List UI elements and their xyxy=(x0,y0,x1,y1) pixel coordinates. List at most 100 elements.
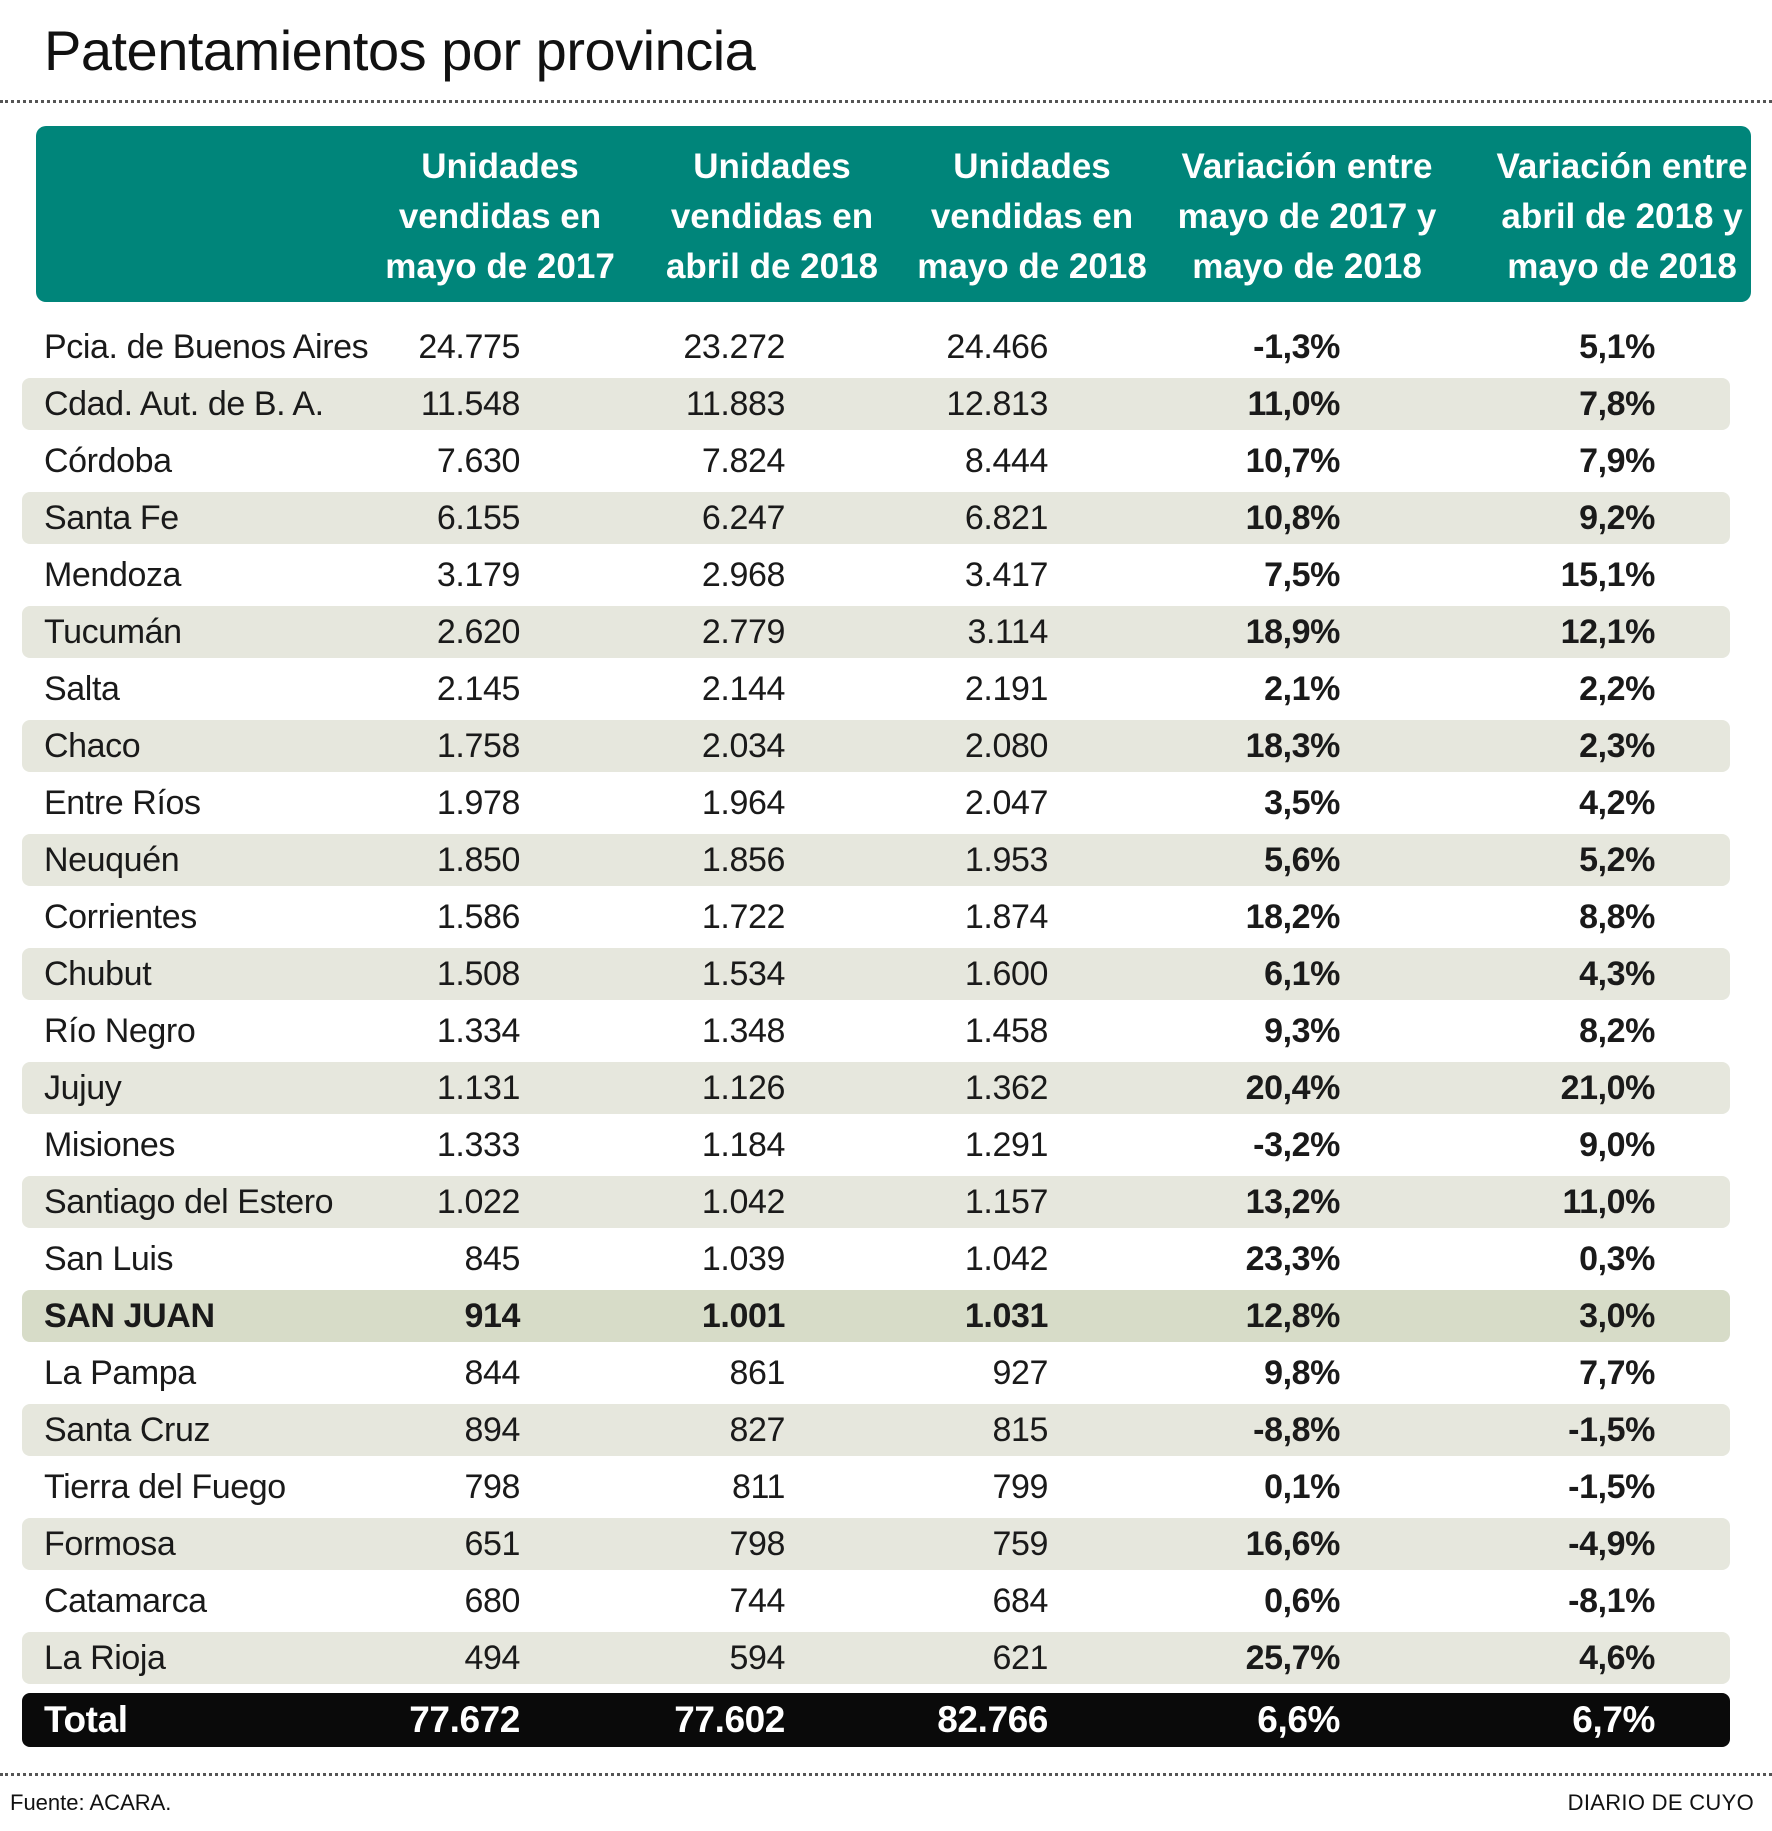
province-cell: Corrientes xyxy=(44,898,197,936)
value-cell-1: 1.334 xyxy=(436,1012,520,1050)
province-cell: Córdoba xyxy=(44,442,172,480)
value-cell-3: 799 xyxy=(992,1468,1048,1506)
value-cell-2: 1.039 xyxy=(701,1240,785,1278)
province-cell: Tierra del Fuego xyxy=(44,1468,286,1506)
value-cell-4: 6,6% xyxy=(1257,1699,1340,1740)
value-cell-5: 12,1% xyxy=(1560,613,1656,651)
value-cell-1: 894 xyxy=(464,1411,520,1449)
value-cell-2: 2.779 xyxy=(701,613,785,651)
value-cell-4: 10,8% xyxy=(1245,499,1341,537)
value-cell-4: 16,6% xyxy=(1245,1525,1341,1563)
value-cell-4: 12,8% xyxy=(1245,1297,1341,1335)
province-cell: La Rioja xyxy=(44,1639,166,1677)
value-cell-2: 594 xyxy=(729,1639,785,1677)
province-cell: Santa Fe xyxy=(44,499,179,537)
table-row: Santa Fe 6.155 6.247 6.821 10,8% 9,2% xyxy=(22,492,1730,544)
value-cell-2: 1.856 xyxy=(701,841,785,879)
province-cell: Tucumán xyxy=(44,613,182,651)
value-cell-3: 2.191 xyxy=(964,670,1048,708)
value-cell-4: 20,4% xyxy=(1245,1069,1341,1107)
value-cell-2: 1.126 xyxy=(701,1069,785,1107)
table-row: Pcia. de Buenos Aires 24.775 23.272 24.466 -… xyxy=(22,321,1730,373)
value-cell-5: -4,9% xyxy=(1568,1525,1655,1563)
value-cell-2: 77.602 xyxy=(674,1699,785,1740)
table-header: Unidades vendidas en mayo de 2017 Unidad… xyxy=(36,126,1751,302)
value-cell-1: 1.978 xyxy=(436,784,520,822)
value-cell-1: 1.131 xyxy=(436,1069,520,1107)
value-cell-1: 844 xyxy=(464,1354,520,1392)
table-row: Formosa 651 798 759 16,6% -4,9% xyxy=(22,1518,1730,1570)
province-cell: Formosa xyxy=(44,1525,176,1563)
value-cell-4: -3,2% xyxy=(1253,1126,1340,1164)
table-row: Jujuy 1.131 1.126 1.362 20,4% 21,0% xyxy=(22,1062,1730,1114)
table-row: Tierra del Fuego 798 811 799 0,1% -1,5% xyxy=(22,1461,1730,1513)
value-cell-3: 1.362 xyxy=(964,1069,1048,1107)
value-cell-2: 798 xyxy=(729,1525,785,1563)
value-cell-5: 7,8% xyxy=(1579,385,1655,423)
table-row: Santa Cruz 894 827 815 -8,8% -1,5% xyxy=(22,1404,1730,1456)
value-cell-1: 1.508 xyxy=(436,955,520,993)
value-cell-2: 2.968 xyxy=(701,556,785,594)
value-cell-1: 3.179 xyxy=(436,556,520,594)
province-cell: Chaco xyxy=(44,727,141,765)
value-cell-3: 1.458 xyxy=(964,1012,1048,1050)
value-cell-4: 23,3% xyxy=(1245,1240,1341,1278)
value-cell-4: 18,3% xyxy=(1245,727,1341,765)
table-row: Misiones 1.333 1.184 1.291 -3,2% 9,0% xyxy=(22,1119,1730,1171)
value-cell-5: 6,7% xyxy=(1572,1699,1655,1740)
value-cell-2: 744 xyxy=(729,1582,785,1620)
value-cell-3: 759 xyxy=(992,1525,1048,1563)
value-cell-5: 4,6% xyxy=(1579,1639,1655,1677)
value-cell-1: 1.850 xyxy=(436,841,520,879)
value-cell-1: 2.145 xyxy=(436,670,520,708)
value-cell-4: 3,5% xyxy=(1264,784,1340,822)
value-cell-1: 680 xyxy=(464,1582,520,1620)
value-cell-5: 21,0% xyxy=(1560,1069,1656,1107)
value-cell-2: 1.348 xyxy=(701,1012,785,1050)
value-cell-4: 5,6% xyxy=(1264,841,1340,879)
value-cell-2: 1.184 xyxy=(701,1126,785,1164)
value-cell-1: 651 xyxy=(464,1525,520,1563)
table-row: Río Negro 1.334 1.348 1.458 9,3% 8,2% xyxy=(22,1005,1730,1057)
value-cell-4: 7,5% xyxy=(1264,556,1340,594)
province-cell: Misiones xyxy=(44,1126,175,1164)
value-cell-5: 4,2% xyxy=(1579,784,1655,822)
value-cell-5: 3,0% xyxy=(1579,1297,1655,1335)
value-cell-5: 5,1% xyxy=(1579,328,1655,366)
value-cell-2: 1.042 xyxy=(701,1183,785,1221)
value-cell-1: 1.758 xyxy=(436,727,520,765)
value-cell-1: 914 xyxy=(464,1297,520,1335)
header-col-2: Unidades vendidas en abril de 2018 xyxy=(665,147,879,286)
table-row: Córdoba 7.630 7.824 8.444 10,7% 7,9% xyxy=(22,435,1730,487)
province-cell: Total xyxy=(44,1699,128,1740)
value-cell-3: 684 xyxy=(992,1582,1048,1620)
value-cell-1: 2.620 xyxy=(436,613,520,651)
province-cell: San Luis xyxy=(44,1240,174,1278)
value-cell-3: 24.466 xyxy=(946,328,1048,366)
value-cell-5: 5,2% xyxy=(1579,841,1655,879)
value-cell-2: 1.001 xyxy=(701,1297,785,1335)
value-cell-5: 7,9% xyxy=(1579,442,1655,480)
table-row: Santiago del Estero 1.022 1.042 1.157 13,2% 1… xyxy=(22,1176,1730,1228)
value-cell-5: 0,3% xyxy=(1579,1240,1655,1278)
top-dotted-divider xyxy=(0,100,1772,103)
value-cell-4: -1,3% xyxy=(1253,328,1340,366)
table-row: Chubut 1.508 1.534 1.600 6,1% 4,3% xyxy=(22,948,1730,1000)
value-cell-4: 25,7% xyxy=(1245,1639,1341,1677)
value-cell-5: -1,5% xyxy=(1568,1411,1655,1449)
value-cell-3: 6.821 xyxy=(964,499,1048,537)
value-cell-3: 1.600 xyxy=(964,955,1048,993)
value-cell-1: 1.022 xyxy=(436,1183,520,1221)
value-cell-1: 24.775 xyxy=(418,328,520,366)
value-cell-2: 11.883 xyxy=(685,385,785,423)
page-title: Patentamientos por provincia xyxy=(44,19,756,82)
value-cell-5: 2,2% xyxy=(1579,670,1655,708)
value-cell-2: 7.824 xyxy=(701,442,785,480)
value-cell-2: 1.964 xyxy=(701,784,785,822)
value-cell-5: -1,5% xyxy=(1568,1468,1655,1506)
value-cell-4: 18,9% xyxy=(1245,613,1341,651)
table-row: Chaco 1.758 2.034 2.080 18,3% 2,3% xyxy=(22,720,1730,772)
value-cell-2: 2.144 xyxy=(701,670,785,708)
value-cell-5: 7,7% xyxy=(1579,1354,1655,1392)
value-cell-1: 7.630 xyxy=(436,442,520,480)
